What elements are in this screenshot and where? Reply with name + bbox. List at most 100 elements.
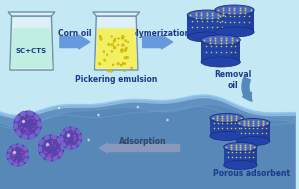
Circle shape [21, 111, 26, 116]
Ellipse shape [210, 114, 243, 122]
Circle shape [111, 43, 113, 46]
Circle shape [39, 140, 43, 145]
Circle shape [35, 130, 40, 135]
Circle shape [37, 122, 42, 128]
FancyArrowPatch shape [143, 35, 173, 49]
Polygon shape [244, 10, 254, 32]
Ellipse shape [237, 136, 270, 146]
Circle shape [100, 38, 102, 40]
FancyArrowPatch shape [242, 77, 252, 101]
Circle shape [111, 50, 113, 52]
Circle shape [113, 46, 116, 49]
Circle shape [62, 143, 66, 147]
Circle shape [124, 57, 126, 59]
Circle shape [13, 122, 18, 128]
Circle shape [121, 35, 124, 38]
Circle shape [19, 162, 23, 166]
Circle shape [110, 69, 113, 72]
Circle shape [24, 159, 28, 163]
Circle shape [76, 129, 80, 133]
Circle shape [29, 134, 34, 139]
Ellipse shape [215, 5, 254, 15]
Circle shape [122, 62, 124, 64]
Circle shape [68, 146, 71, 149]
Circle shape [124, 49, 127, 52]
Circle shape [25, 152, 29, 156]
Circle shape [58, 152, 63, 157]
Circle shape [17, 143, 21, 147]
Circle shape [120, 49, 123, 51]
Polygon shape [10, 16, 53, 70]
Circle shape [72, 145, 76, 149]
Circle shape [106, 54, 108, 55]
Ellipse shape [210, 132, 243, 140]
Circle shape [77, 140, 81, 144]
Circle shape [11, 144, 15, 148]
Circle shape [37, 121, 42, 126]
Circle shape [14, 111, 41, 139]
Polygon shape [94, 16, 138, 70]
Circle shape [118, 38, 119, 39]
Ellipse shape [201, 57, 240, 67]
Circle shape [38, 146, 42, 150]
Circle shape [21, 134, 26, 139]
Circle shape [8, 159, 12, 163]
Circle shape [60, 136, 63, 140]
Text: Polymerization: Polymerization [125, 29, 190, 37]
Circle shape [20, 112, 25, 117]
Text: Removal
oil: Removal oil [214, 70, 251, 90]
Circle shape [60, 132, 64, 136]
Circle shape [13, 124, 18, 129]
Circle shape [126, 56, 129, 59]
Circle shape [66, 145, 70, 149]
Circle shape [65, 127, 68, 131]
FancyArrowPatch shape [60, 35, 90, 49]
Circle shape [59, 151, 64, 156]
Circle shape [71, 126, 74, 130]
Circle shape [78, 135, 82, 139]
Circle shape [97, 114, 100, 116]
Circle shape [124, 40, 127, 42]
Circle shape [7, 144, 29, 166]
Circle shape [58, 107, 60, 109]
Circle shape [47, 157, 52, 162]
Polygon shape [210, 118, 243, 136]
Circle shape [60, 144, 65, 149]
Circle shape [7, 149, 11, 153]
Circle shape [6, 153, 10, 157]
Circle shape [27, 110, 32, 115]
Circle shape [13, 144, 17, 148]
Polygon shape [8, 12, 55, 16]
Circle shape [22, 146, 26, 150]
Circle shape [38, 129, 41, 131]
Circle shape [34, 114, 39, 119]
Circle shape [14, 117, 19, 122]
Circle shape [60, 138, 63, 142]
Polygon shape [235, 118, 243, 136]
Circle shape [114, 38, 116, 40]
Circle shape [24, 147, 28, 151]
Circle shape [123, 70, 125, 72]
Circle shape [77, 142, 81, 146]
Circle shape [16, 131, 22, 136]
Text: Pickering emulsion: Pickering emulsion [75, 75, 158, 84]
Circle shape [130, 67, 133, 70]
Circle shape [13, 162, 17, 166]
Circle shape [122, 44, 124, 46]
Circle shape [127, 41, 129, 43]
Circle shape [88, 139, 90, 141]
Polygon shape [95, 28, 137, 68]
Circle shape [15, 130, 20, 135]
Ellipse shape [215, 27, 254, 37]
Circle shape [25, 153, 29, 157]
Circle shape [14, 163, 18, 167]
Circle shape [41, 154, 45, 158]
Text: Porous adsorbent: Porous adsorbent [213, 169, 290, 177]
Circle shape [45, 156, 50, 161]
Circle shape [45, 135, 50, 139]
Circle shape [36, 128, 41, 133]
Circle shape [73, 145, 77, 149]
Polygon shape [237, 123, 270, 141]
Circle shape [120, 64, 122, 66]
Circle shape [113, 40, 115, 42]
